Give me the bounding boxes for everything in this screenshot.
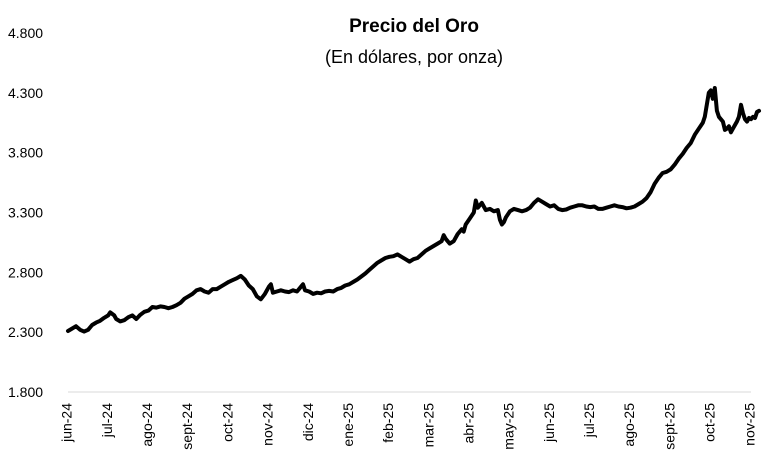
x-tick-label: nov-25 [742, 403, 758, 446]
y-tick-label: 4.300 [8, 85, 43, 101]
x-tick-label: mar-25 [420, 403, 436, 448]
x-tick-label: abr-25 [460, 403, 476, 444]
x-tick-label: ago-24 [139, 403, 155, 447]
y-tick-label: 3.800 [8, 145, 43, 161]
x-tick-label: jul-25 [581, 403, 597, 438]
x-tick-label: oct-24 [219, 403, 235, 442]
x-tick-label: sept-24 [179, 403, 195, 450]
y-tick-label: 4.800 [8, 25, 43, 41]
chart-subtitle: (En dólares, por onza) [325, 47, 503, 67]
x-tick-label: may-25 [501, 403, 517, 450]
x-tick-label: jun-24 [59, 403, 75, 443]
y-tick-label: 3.300 [8, 205, 43, 221]
y-axis-ticks: 4.800 4.300 3.800 3.300 2.800 2.300 1.800 [8, 25, 43, 400]
y-tick-label: 2.800 [8, 264, 43, 280]
x-tick-label: ene-25 [340, 403, 356, 447]
series-layer [66, 86, 761, 334]
y-tick-label: 2.300 [8, 324, 43, 340]
series-line-gold-price [66, 86, 761, 334]
x-axis-ticks: jun-24 jul-24 ago-24 sept-24 oct-24 nov-24 dic… [59, 403, 758, 450]
chart-title: Precio del Oro [349, 16, 479, 37]
x-tick-label: nov-24 [260, 403, 276, 446]
x-tick-label: feb-25 [380, 403, 396, 443]
x-tick-label: oct-25 [702, 403, 718, 442]
x-tick-label: jul-24 [99, 403, 115, 438]
y-tick-label: 1.800 [8, 384, 43, 400]
x-tick-label: sept-25 [661, 403, 677, 450]
x-tick-label: jun-25 [541, 403, 557, 443]
x-tick-label: dic-24 [300, 403, 316, 441]
x-tick-label: ago-25 [621, 403, 637, 447]
